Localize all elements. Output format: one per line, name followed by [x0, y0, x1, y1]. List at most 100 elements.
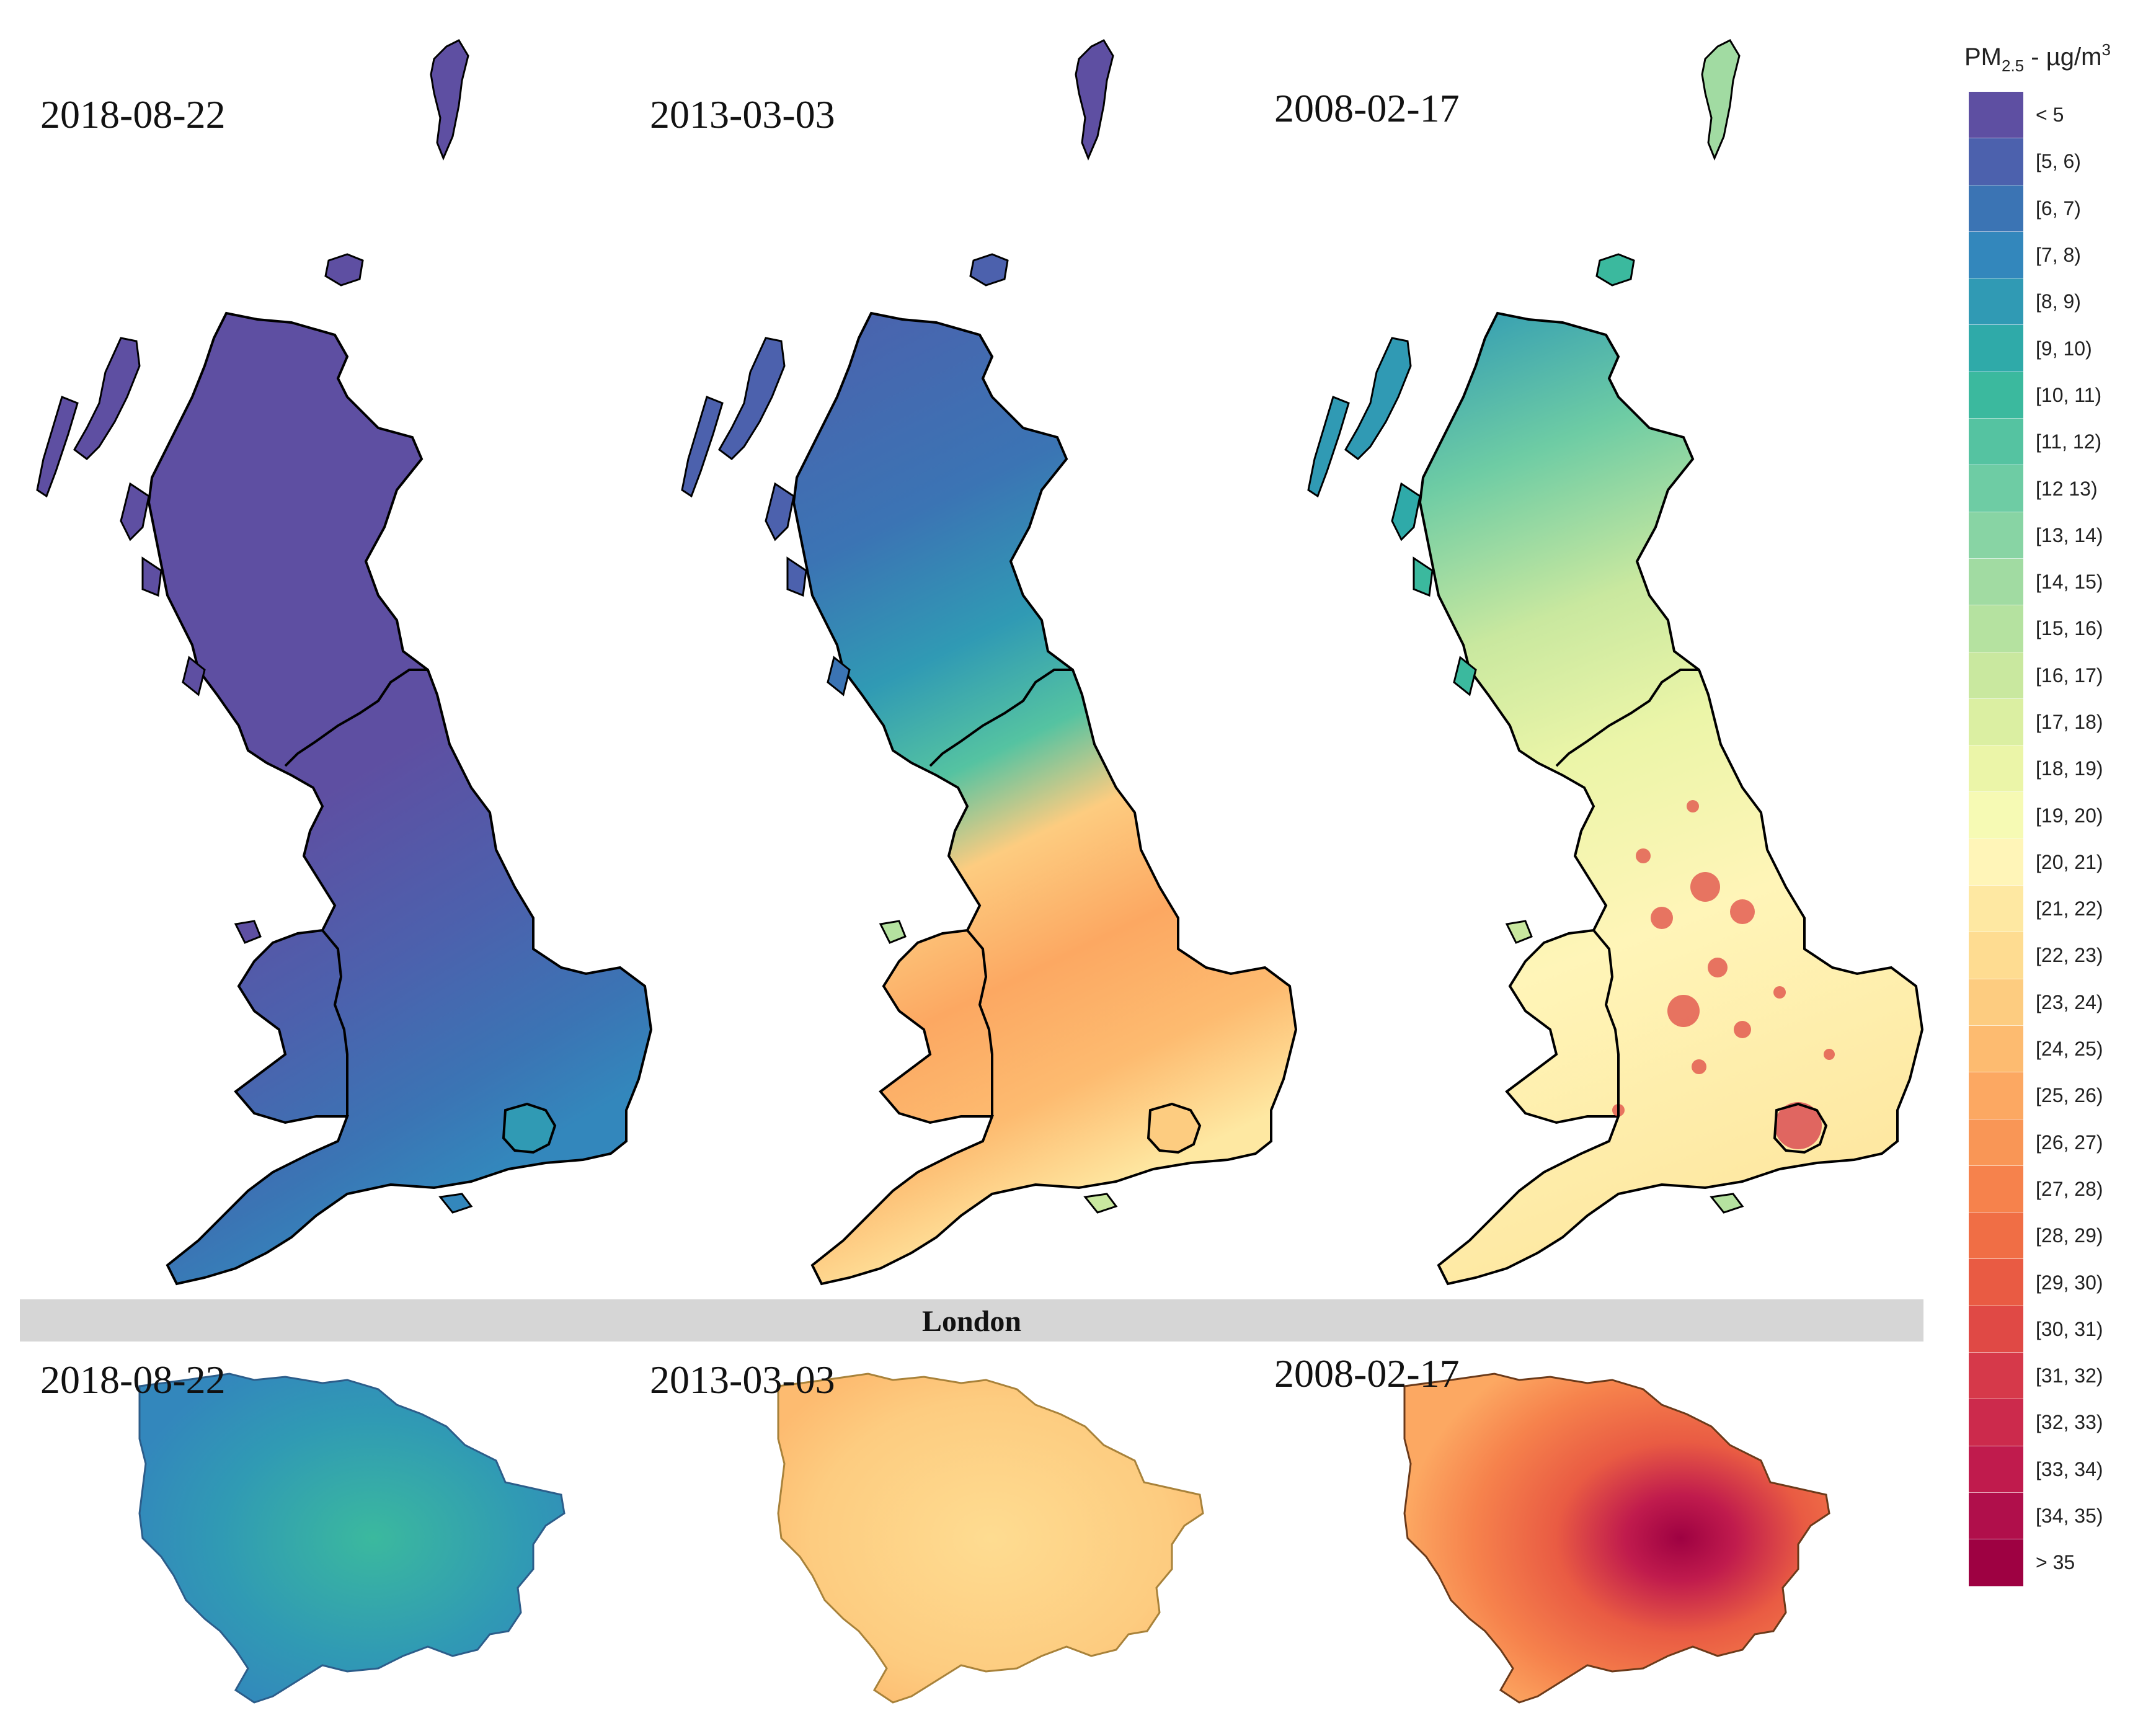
legend-item: [9, 10)	[1969, 325, 2103, 372]
legend: < 5 [5, 6) [6, 7) [7, 8) [8, 9) [9, 10) [10, 1…	[1969, 92, 2103, 1586]
legend-swatch	[1969, 839, 2023, 886]
gb-map-2018	[36, 39, 652, 1285]
date-label-bottom-3: 2008-02-17	[1274, 1351, 1460, 1395]
legend-item: [26, 27)	[1969, 1119, 2103, 1166]
legend-title-rest: - µg/m	[2024, 43, 2102, 71]
london-banner-label: London	[921, 1305, 1022, 1338]
gb-map-2013	[681, 39, 1297, 1285]
legend-item: [23, 24)	[1969, 979, 2103, 1026]
legend-title-main: PM	[1964, 43, 2002, 71]
legend-swatch	[1969, 886, 2023, 933]
legend-swatch	[1969, 138, 2023, 185]
legend-label: [5, 6)	[2036, 150, 2081, 173]
legend-item: [22, 23)	[1969, 932, 2103, 979]
legend-label: [17, 18)	[2036, 711, 2103, 733]
legend-item: [34, 35)	[1969, 1492, 2103, 1540]
legend-item: > 35	[1969, 1539, 2103, 1586]
london-map-2008	[1403, 1373, 1830, 1704]
legend-item: [5, 6)	[1969, 138, 2103, 185]
date-label-top-1: 2018-08-22	[40, 92, 226, 136]
legend-item: [6, 7)	[1969, 185, 2103, 232]
legend-label: [6, 7)	[2036, 197, 2081, 220]
london-map-2013	[777, 1373, 1204, 1704]
legend-item: [7, 8)	[1969, 231, 2103, 279]
legend-label: [16, 17)	[2036, 664, 2103, 687]
date-label-bottom-2: 2013-03-03	[650, 1358, 835, 1402]
legend-item: [20, 21)	[1969, 839, 2103, 886]
date-label-top-3: 2008-02-17	[1274, 86, 1460, 130]
legend-swatch	[1969, 1213, 2023, 1260]
legend-label: [10, 11)	[2036, 383, 2102, 406]
legend-item: [10, 11)	[1969, 372, 2103, 419]
legend-swatch	[1969, 278, 2023, 326]
legend-label: [20, 21)	[2036, 850, 2103, 873]
legend-label: [27, 28)	[2036, 1177, 2103, 1200]
legend-label: [21, 22)	[2036, 897, 2103, 920]
legend-label: > 35	[2036, 1551, 2075, 1574]
date-label-top-2: 2013-03-03	[650, 92, 835, 136]
legend-label: [8, 9)	[2036, 290, 2081, 313]
pollution-hotspots	[1612, 800, 1835, 1149]
legend-item: [31, 32)	[1969, 1353, 2103, 1400]
legend-swatch	[1969, 932, 2023, 979]
legend-label: [14, 15)	[2036, 571, 2103, 594]
legend-item: [15, 16)	[1969, 605, 2103, 652]
date-label-bottom-1: 2018-08-22	[40, 1358, 226, 1402]
legend-item: [30, 31)	[1969, 1306, 2103, 1353]
legend-swatch	[1969, 745, 2023, 793]
legend-item: [33, 34)	[1969, 1446, 2103, 1493]
legend-swatch	[1969, 558, 2023, 606]
legend-title: PM2.5 - µg/m3	[1964, 40, 2111, 75]
legend-label: [25, 26)	[2036, 1084, 2103, 1107]
legend-swatch	[1969, 792, 2023, 839]
legend-swatch	[1969, 372, 2023, 419]
legend-item: [18, 19)	[1969, 745, 2103, 793]
legend-swatch	[1969, 1025, 2023, 1073]
legend-item: [11, 12)	[1969, 419, 2103, 466]
legend-swatch	[1969, 1399, 2023, 1446]
legend-item: [21, 22)	[1969, 886, 2103, 933]
london-banner: London	[20, 1299, 1923, 1342]
legend-item: [14, 15)	[1969, 558, 2103, 606]
legend-label: < 5	[2036, 104, 2064, 127]
legend-label: [18, 19)	[2036, 757, 2103, 780]
legend-swatch	[1969, 1446, 2023, 1493]
london-map-2018	[138, 1373, 566, 1704]
legend-item: [24, 25)	[1969, 1025, 2103, 1073]
legend-swatch	[1969, 1072, 2023, 1119]
legend-label: [29, 30)	[2036, 1271, 2103, 1294]
legend-label: [31, 32)	[2036, 1364, 2103, 1387]
legend-swatch	[1969, 979, 2023, 1026]
legend-label: [33, 34)	[2036, 1457, 2103, 1480]
legend-item: [28, 29)	[1969, 1213, 2103, 1260]
legend-item: [12 13)	[1969, 465, 2103, 512]
legend-label: [24, 25)	[2036, 1038, 2103, 1061]
legend-label: [26, 27)	[2036, 1131, 2103, 1154]
legend-swatch	[1969, 231, 2023, 279]
gb-map-2008	[1307, 39, 1923, 1285]
legend-item: [13, 14)	[1969, 512, 2103, 559]
legend-swatch	[1969, 1165, 2023, 1213]
legend-label: [19, 20)	[2036, 804, 2103, 827]
legend-swatch	[1969, 465, 2023, 512]
legend-label: [32, 33)	[2036, 1411, 2103, 1434]
legend-swatch	[1969, 512, 2023, 559]
legend-swatch	[1969, 1539, 2023, 1586]
legend-item: < 5	[1969, 92, 2103, 139]
legend-label: [11, 12)	[2036, 430, 2102, 453]
legend-swatch	[1969, 1353, 2023, 1400]
legend-item: [27, 28)	[1969, 1165, 2103, 1213]
legend-swatch	[1969, 1119, 2023, 1166]
legend-swatch	[1969, 325, 2023, 372]
legend-title-sub: 2.5	[2002, 56, 2025, 75]
legend-item: [29, 30)	[1969, 1259, 2103, 1306]
legend-label: [30, 31)	[2036, 1317, 2103, 1340]
legend-item: [32, 33)	[1969, 1399, 2103, 1446]
legend-swatch	[1969, 419, 2023, 466]
legend-label: [34, 35)	[2036, 1505, 2103, 1528]
legend-label: [15, 16)	[2036, 617, 2103, 640]
legend-title-sup: 3	[2101, 40, 2111, 59]
legend-swatch	[1969, 652, 2023, 699]
legend-label: [28, 29)	[2036, 1224, 2103, 1247]
